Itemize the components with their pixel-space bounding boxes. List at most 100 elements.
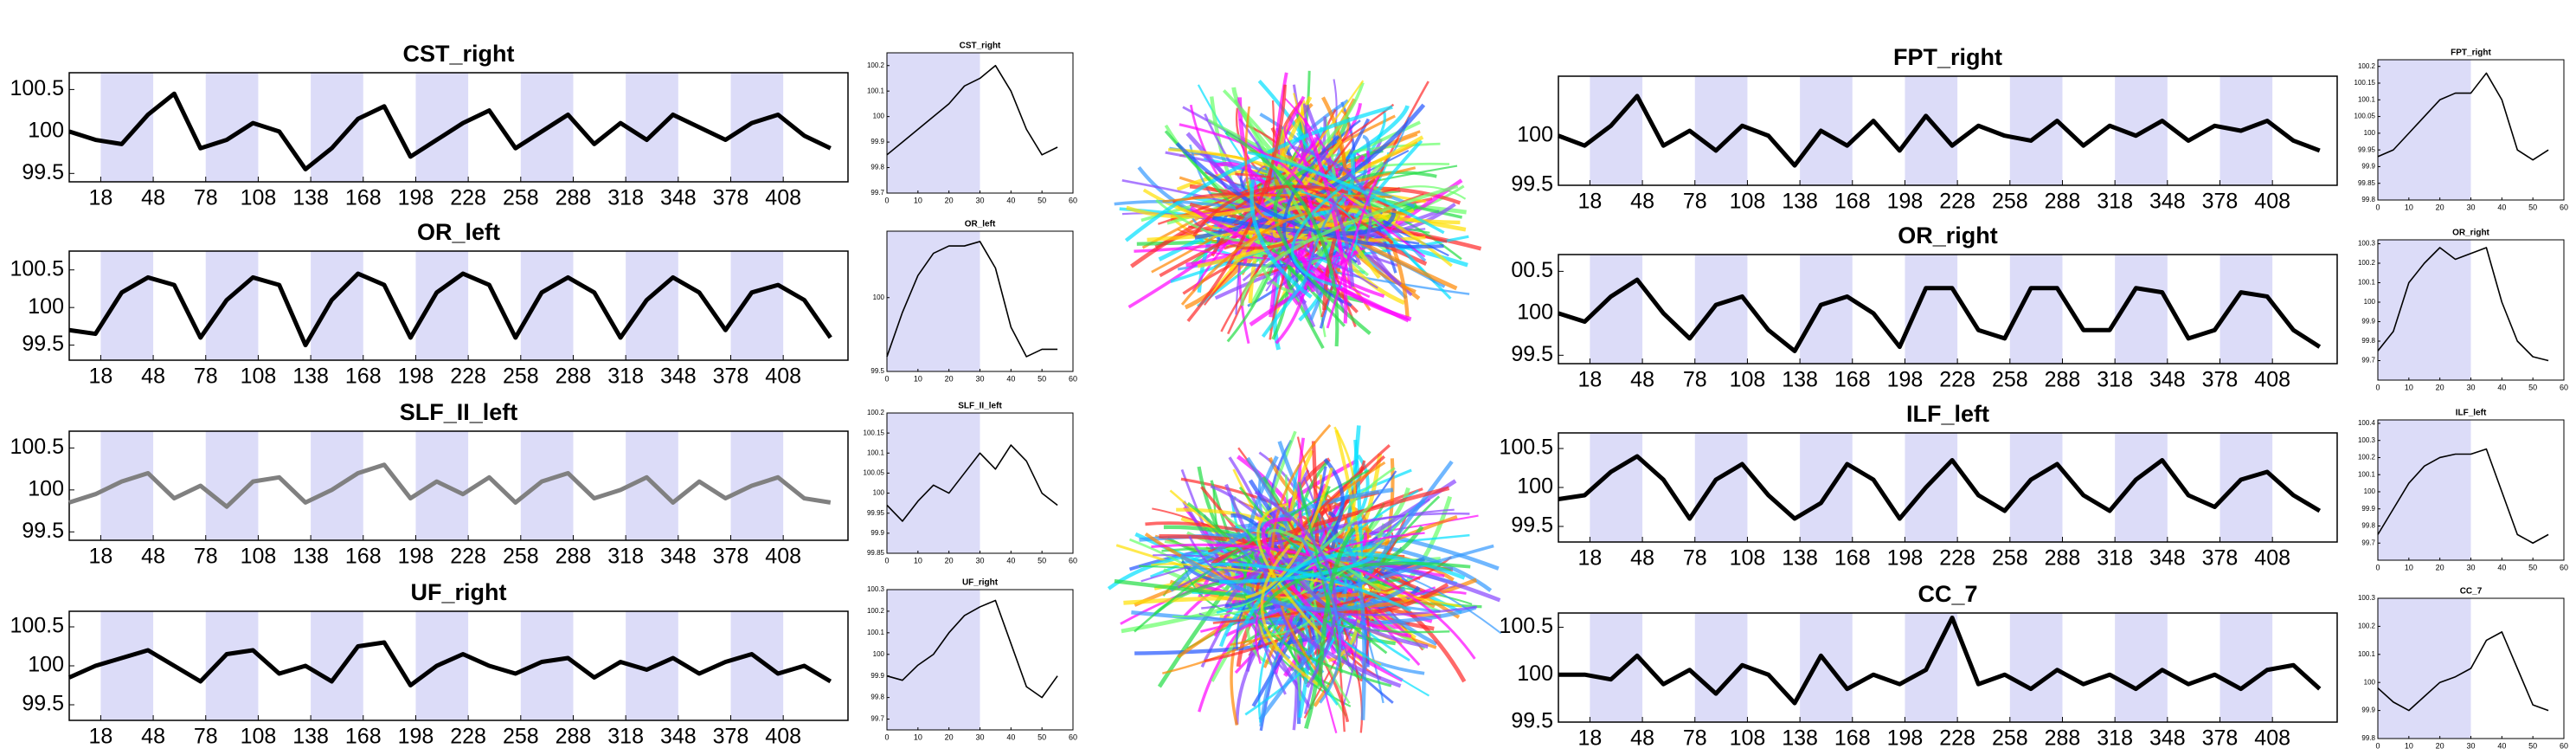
x-tick-label: 198 [1887, 368, 1924, 392]
x-tick-label: 0 [884, 732, 889, 741]
x-tick-label: 378 [2202, 546, 2239, 571]
x-tick-label: 10 [2405, 741, 2413, 750]
stimulus-block [1590, 76, 1643, 185]
panel-title: CST_right [402, 41, 514, 67]
x-tick-label: 348 [2149, 190, 2186, 214]
panel-title: OR_right [1898, 223, 1998, 248]
y-tick-label: 100.5 [10, 435, 64, 459]
x-tick-label: 378 [2202, 726, 2239, 751]
y-tick-label: 100 [873, 489, 885, 497]
fiber [1179, 554, 1406, 612]
x-tick-label: 258 [1992, 546, 2028, 571]
x-tick-label: 408 [765, 365, 801, 389]
x-tick-label: 168 [1834, 368, 1871, 392]
x-tick-label: 78 [194, 186, 218, 210]
x-tick-label: 50 [2528, 563, 2537, 571]
x-tick-label: 0 [884, 556, 889, 565]
x-tick-label: 20 [2436, 383, 2444, 391]
fiber [1162, 193, 1392, 203]
fiber [1249, 178, 1313, 299]
y-tick-label: 99.85 [2358, 179, 2376, 187]
x-tick-label: 408 [2254, 726, 2290, 751]
fiber [1134, 469, 1370, 633]
average-panel: UF_right 0 10 20 30 40 50 60 99.7 99.8 99.9 100 100.… [867, 578, 1077, 742]
x-tick-label: 408 [2254, 368, 2290, 392]
fiber [1229, 205, 1320, 272]
x-tick-label: 40 [2497, 563, 2506, 571]
fiber [1329, 197, 1355, 287]
stimulus-block [730, 251, 784, 360]
stimulus-block [100, 611, 154, 720]
x-tick-label: 78 [1683, 546, 1707, 571]
fiber [1298, 481, 1343, 674]
mean-line [1558, 615, 2322, 706]
fiber [1301, 183, 1363, 290]
x-tick-label: 168 [1834, 726, 1871, 751]
x-tick-label: 108 [241, 365, 277, 389]
x-tick-label: 18 [1577, 726, 1602, 751]
plot-frame [68, 430, 849, 541]
x-tick-label: 60 [2560, 203, 2568, 211]
x-tick-label: 50 [2528, 741, 2537, 750]
fiber [1326, 176, 1380, 329]
x-tick-label: 10 [914, 196, 922, 204]
x-tick-label: 48 [1630, 190, 1654, 214]
fiber [1258, 460, 1454, 721]
x-tick-label: 288 [556, 365, 592, 389]
x-tick-label: 288 [2045, 546, 2081, 571]
y-tick-label: 99.5 [22, 692, 64, 716]
x-tick-label: 168 [1834, 190, 1871, 214]
y-tick-label: 100 [2364, 487, 2376, 495]
x-tick-label: 30 [975, 556, 984, 565]
x-tick-label: 138 [1782, 368, 1818, 392]
y-tick-label: 100.2 [867, 409, 885, 416]
x-tick-label: 318 [2097, 726, 2133, 751]
x-tick-label: 10 [914, 556, 922, 565]
mean-line [68, 462, 832, 509]
x-tick-label: 60 [1069, 374, 1077, 383]
y-tick-label: 99.8 [870, 694, 884, 701]
y-tick-label: 100.5 [1499, 436, 1553, 460]
x-tick-label: 0 [2375, 741, 2380, 750]
mean-line [1558, 454, 2322, 521]
y-tick-label: 100 [1517, 300, 1553, 324]
x-tick-label: 168 [345, 365, 382, 389]
y-tick-label: 99.5 [1511, 513, 1553, 538]
y-tick-label: 99.7 [2361, 357, 2375, 365]
x-tick-label: 108 [1730, 368, 1766, 392]
x-tick-label: 318 [607, 365, 644, 389]
stimulus-block [887, 231, 980, 371]
average-panel: CST_right 0 10 20 30 40 50 60 99.7 99.8 99.9 100 100… [867, 42, 1077, 205]
stimulus-block [626, 73, 678, 182]
x-tick-label: 48 [1630, 726, 1654, 751]
x-tick-label: 30 [975, 732, 984, 741]
stimulus-block [520, 251, 574, 360]
y-tick-label: 100.1 [2358, 470, 2376, 478]
x-tick-label: 348 [660, 725, 697, 749]
fiber [1124, 105, 1393, 242]
stimulus-block [887, 413, 980, 553]
y-tick-label: 100 [2364, 678, 2376, 686]
x-tick-label: 288 [556, 725, 592, 749]
x-tick-label: 318 [2097, 190, 2133, 214]
y-tick-label: 99.7 [870, 189, 884, 197]
x-tick-label: 348 [2149, 368, 2186, 392]
y-tick-label: 100.5 [10, 614, 64, 638]
y-tick-label: 100.1 [867, 629, 885, 636]
stimulus-block [1905, 433, 1958, 542]
stimulus-block [730, 73, 784, 182]
y-tick-label: 100.05 [864, 469, 885, 477]
fiber [1247, 151, 1445, 235]
fiber [1256, 502, 1327, 641]
x-tick-label: 108 [1730, 546, 1766, 571]
x-tick-label: 30 [2466, 203, 2475, 211]
x-tick-label: 0 [884, 196, 889, 204]
x-tick-label: 138 [1782, 546, 1818, 571]
fiber [1260, 544, 1320, 687]
stimulus-block [1800, 255, 1853, 364]
y-tick-label: 100.2 [867, 607, 885, 615]
x-tick-label: 258 [503, 186, 539, 210]
x-tick-label: 0 [2375, 203, 2380, 211]
x-tick-label: 60 [1069, 732, 1077, 741]
